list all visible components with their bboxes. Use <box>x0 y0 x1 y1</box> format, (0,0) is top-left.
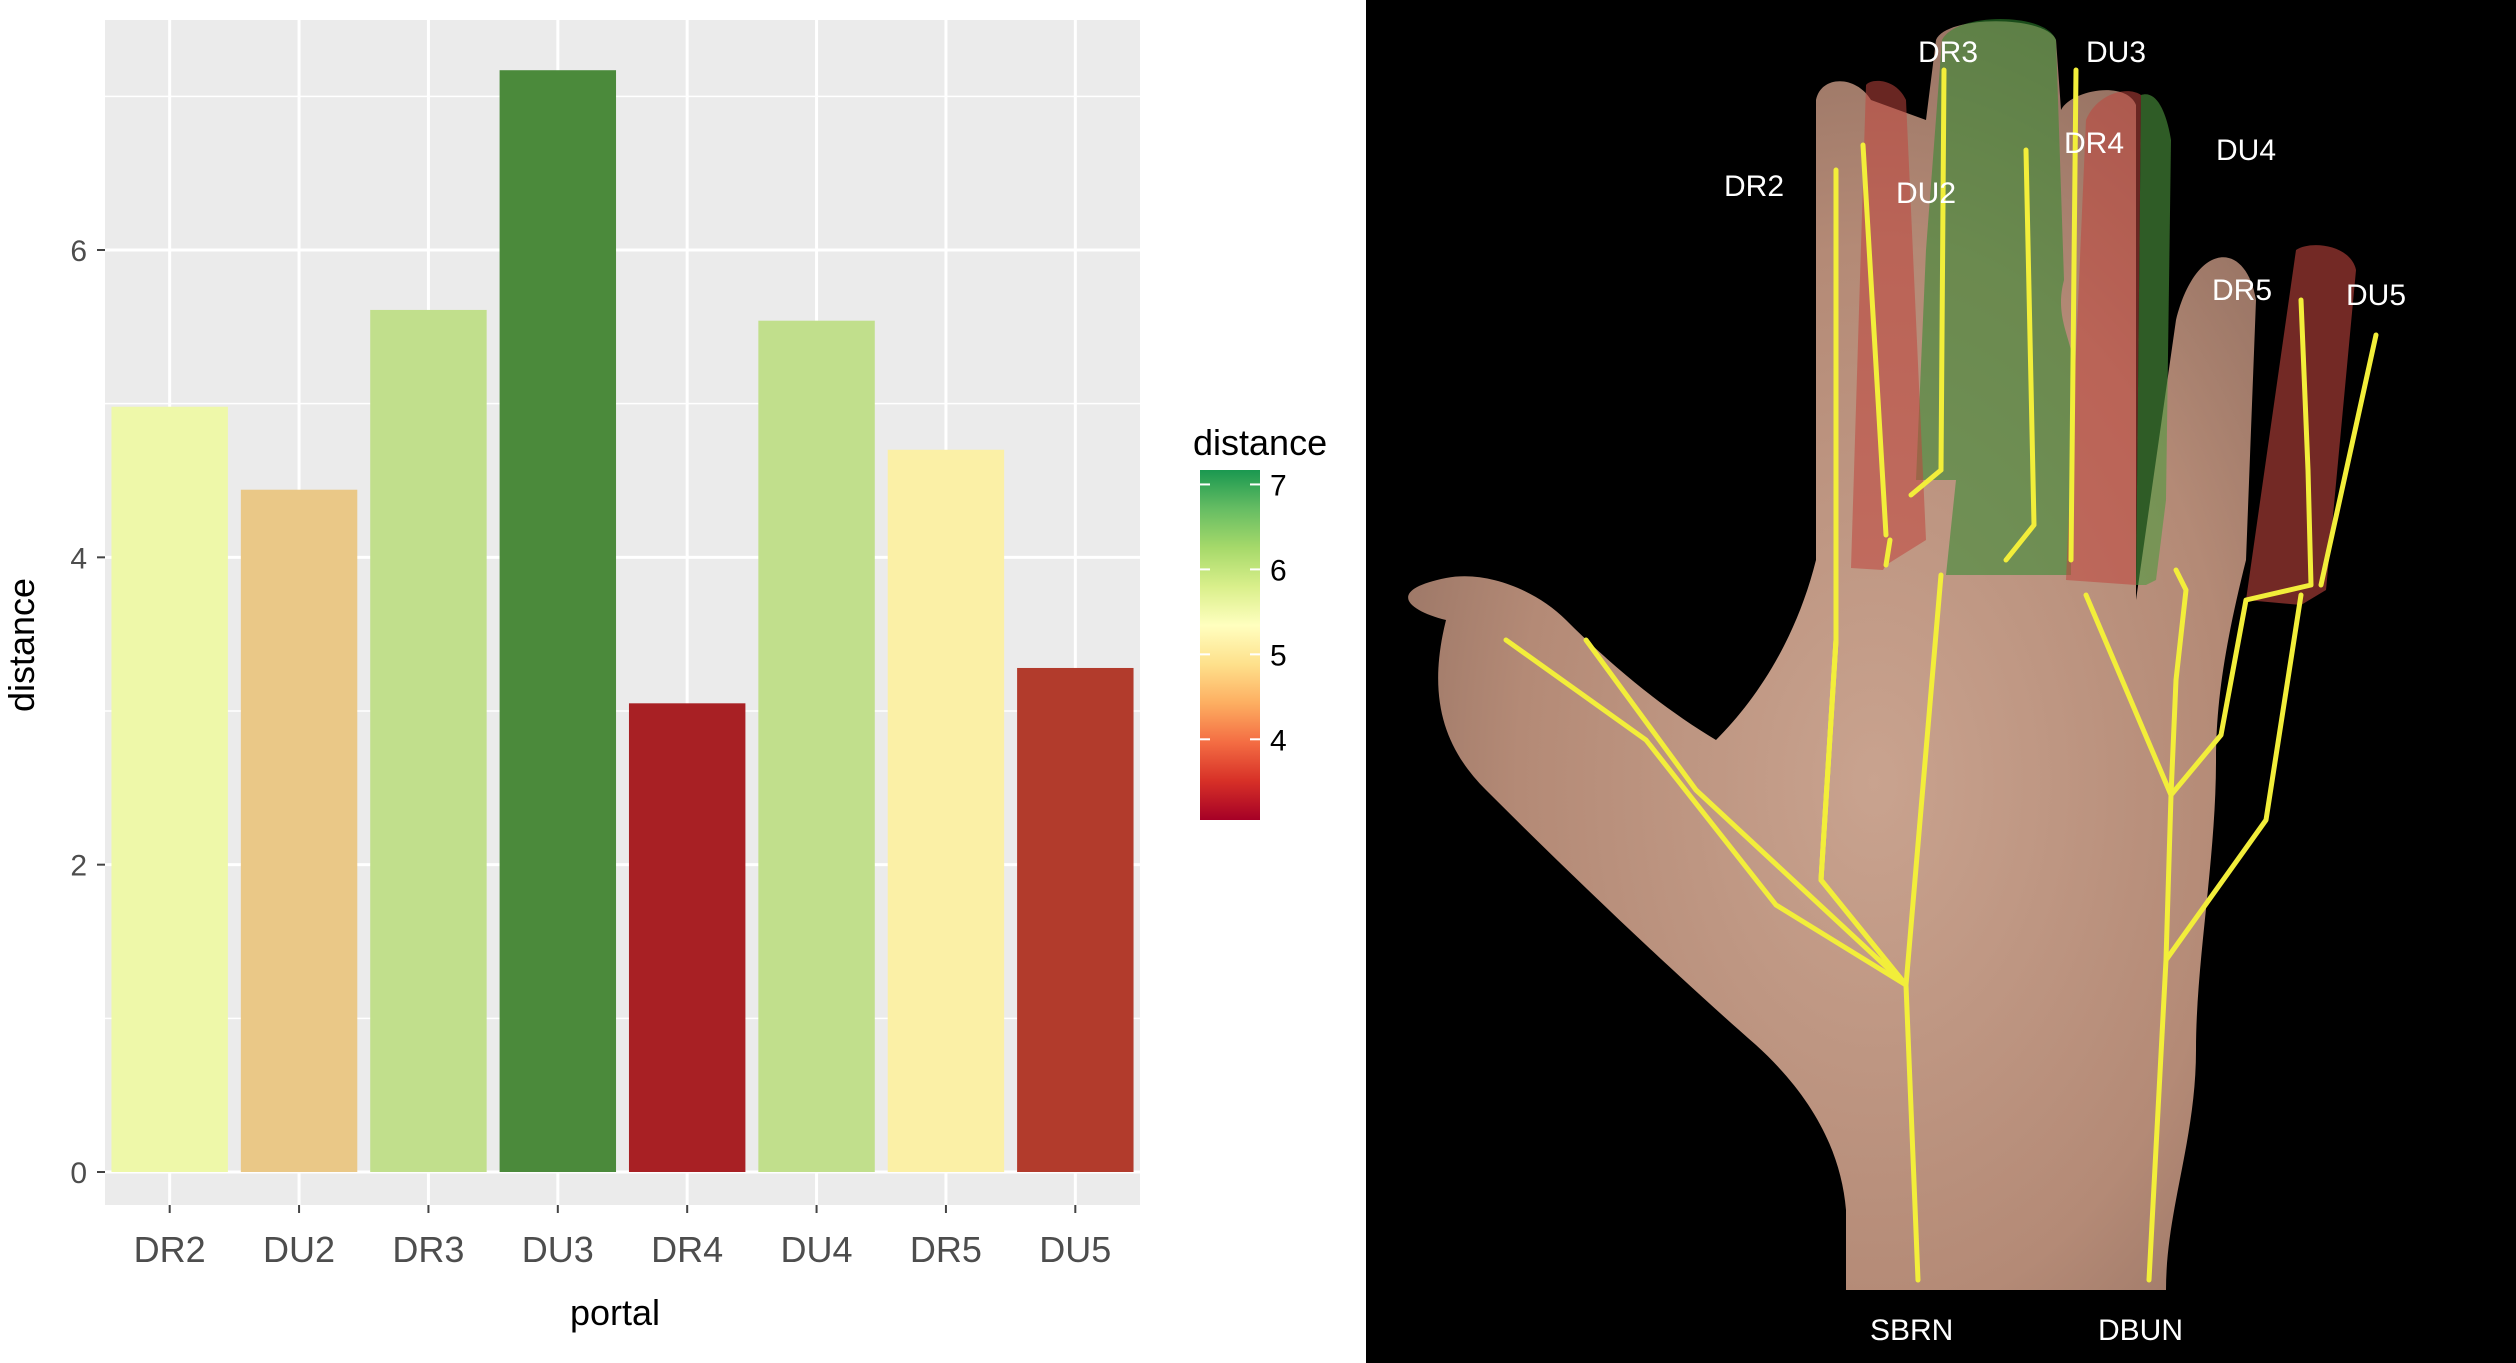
x-tick-label: DU4 <box>781 1229 853 1270</box>
y-tick-label: 2 <box>70 850 87 883</box>
legend-tick-label: 5 <box>1270 639 1287 672</box>
y-tick-label: 0 <box>70 1157 87 1190</box>
bar-dr2 <box>111 406 228 1172</box>
label-du5: DU5 <box>2346 279 2406 312</box>
finger-ring-left-overlay <box>2066 91 2141 585</box>
legend-tick-label: 7 <box>1270 469 1287 502</box>
label-du3: DU3 <box>2086 36 2146 69</box>
finger-middle-overlay <box>1851 80 1926 571</box>
plot-area: 0 2 4 6 DR2 DU2 DR3 DU3 DR4 DU4 DR5 DU5 <box>70 20 1140 1270</box>
x-tick-label: DR5 <box>910 1229 982 1270</box>
x-tick-label: DR3 <box>392 1229 464 1270</box>
y-axis-title: distance <box>1 578 42 712</box>
finger-ring-right-overlay <box>2136 94 2171 585</box>
x-tick-label: DU3 <box>522 1229 594 1270</box>
x-tick-label: DU5 <box>1039 1229 1111 1270</box>
label-dbun: DBUN <box>2098 1314 2183 1347</box>
label-sbrn: SBRN <box>1870 1314 1953 1347</box>
finger-little-overlay <box>2246 245 2356 606</box>
bar-du3 <box>499 70 617 1173</box>
bar-du4 <box>758 320 875 1173</box>
x-axis-title: portal <box>570 1292 660 1333</box>
bar-du5 <box>1017 667 1134 1172</box>
hand-diagram: DR2 DU2 DR3 DU3 DR4 DU4 DR5 DU5 SBRN DBU… <box>1366 0 2516 1363</box>
bar-dr5 <box>887 449 1005 1172</box>
bar-du2 <box>240 489 358 1173</box>
legend-tick-label: 6 <box>1270 554 1287 587</box>
legend-title: distance <box>1193 422 1327 463</box>
y-tick-label: 4 <box>70 542 87 575</box>
label-du4: DU4 <box>2216 134 2276 167</box>
label-dr2: DR2 <box>1724 170 1784 203</box>
legend-tick-label: 4 <box>1270 724 1287 757</box>
legend-colorbar <box>1200 470 1260 820</box>
bar-dr4 <box>628 703 746 1172</box>
label-dr3: DR3 <box>1918 36 1978 69</box>
legend: 7 6 5 4 <box>1200 469 1287 820</box>
label-dr5: DR5 <box>2212 274 2272 307</box>
bar-chart: 0 2 4 6 DR2 DU2 DR3 DU3 DR4 DU4 DR5 DU5 distance po… <box>1 20 1327 1333</box>
x-tick-label: DR2 <box>134 1229 206 1270</box>
bar-dr3 <box>370 309 487 1172</box>
label-du2: DU2 <box>1896 177 1956 210</box>
y-tick-label: 6 <box>70 235 87 268</box>
x-tick-label: DR4 <box>651 1229 723 1270</box>
x-tick-label: DU2 <box>263 1229 335 1270</box>
diagram-labels: DR2 DU2 DR3 DU3 DR4 DU4 DR5 DU5 SBRN DBU… <box>1724 36 2406 1347</box>
label-dr4: DR4 <box>2064 127 2124 160</box>
nerve-lines <box>1503 67 2379 1283</box>
